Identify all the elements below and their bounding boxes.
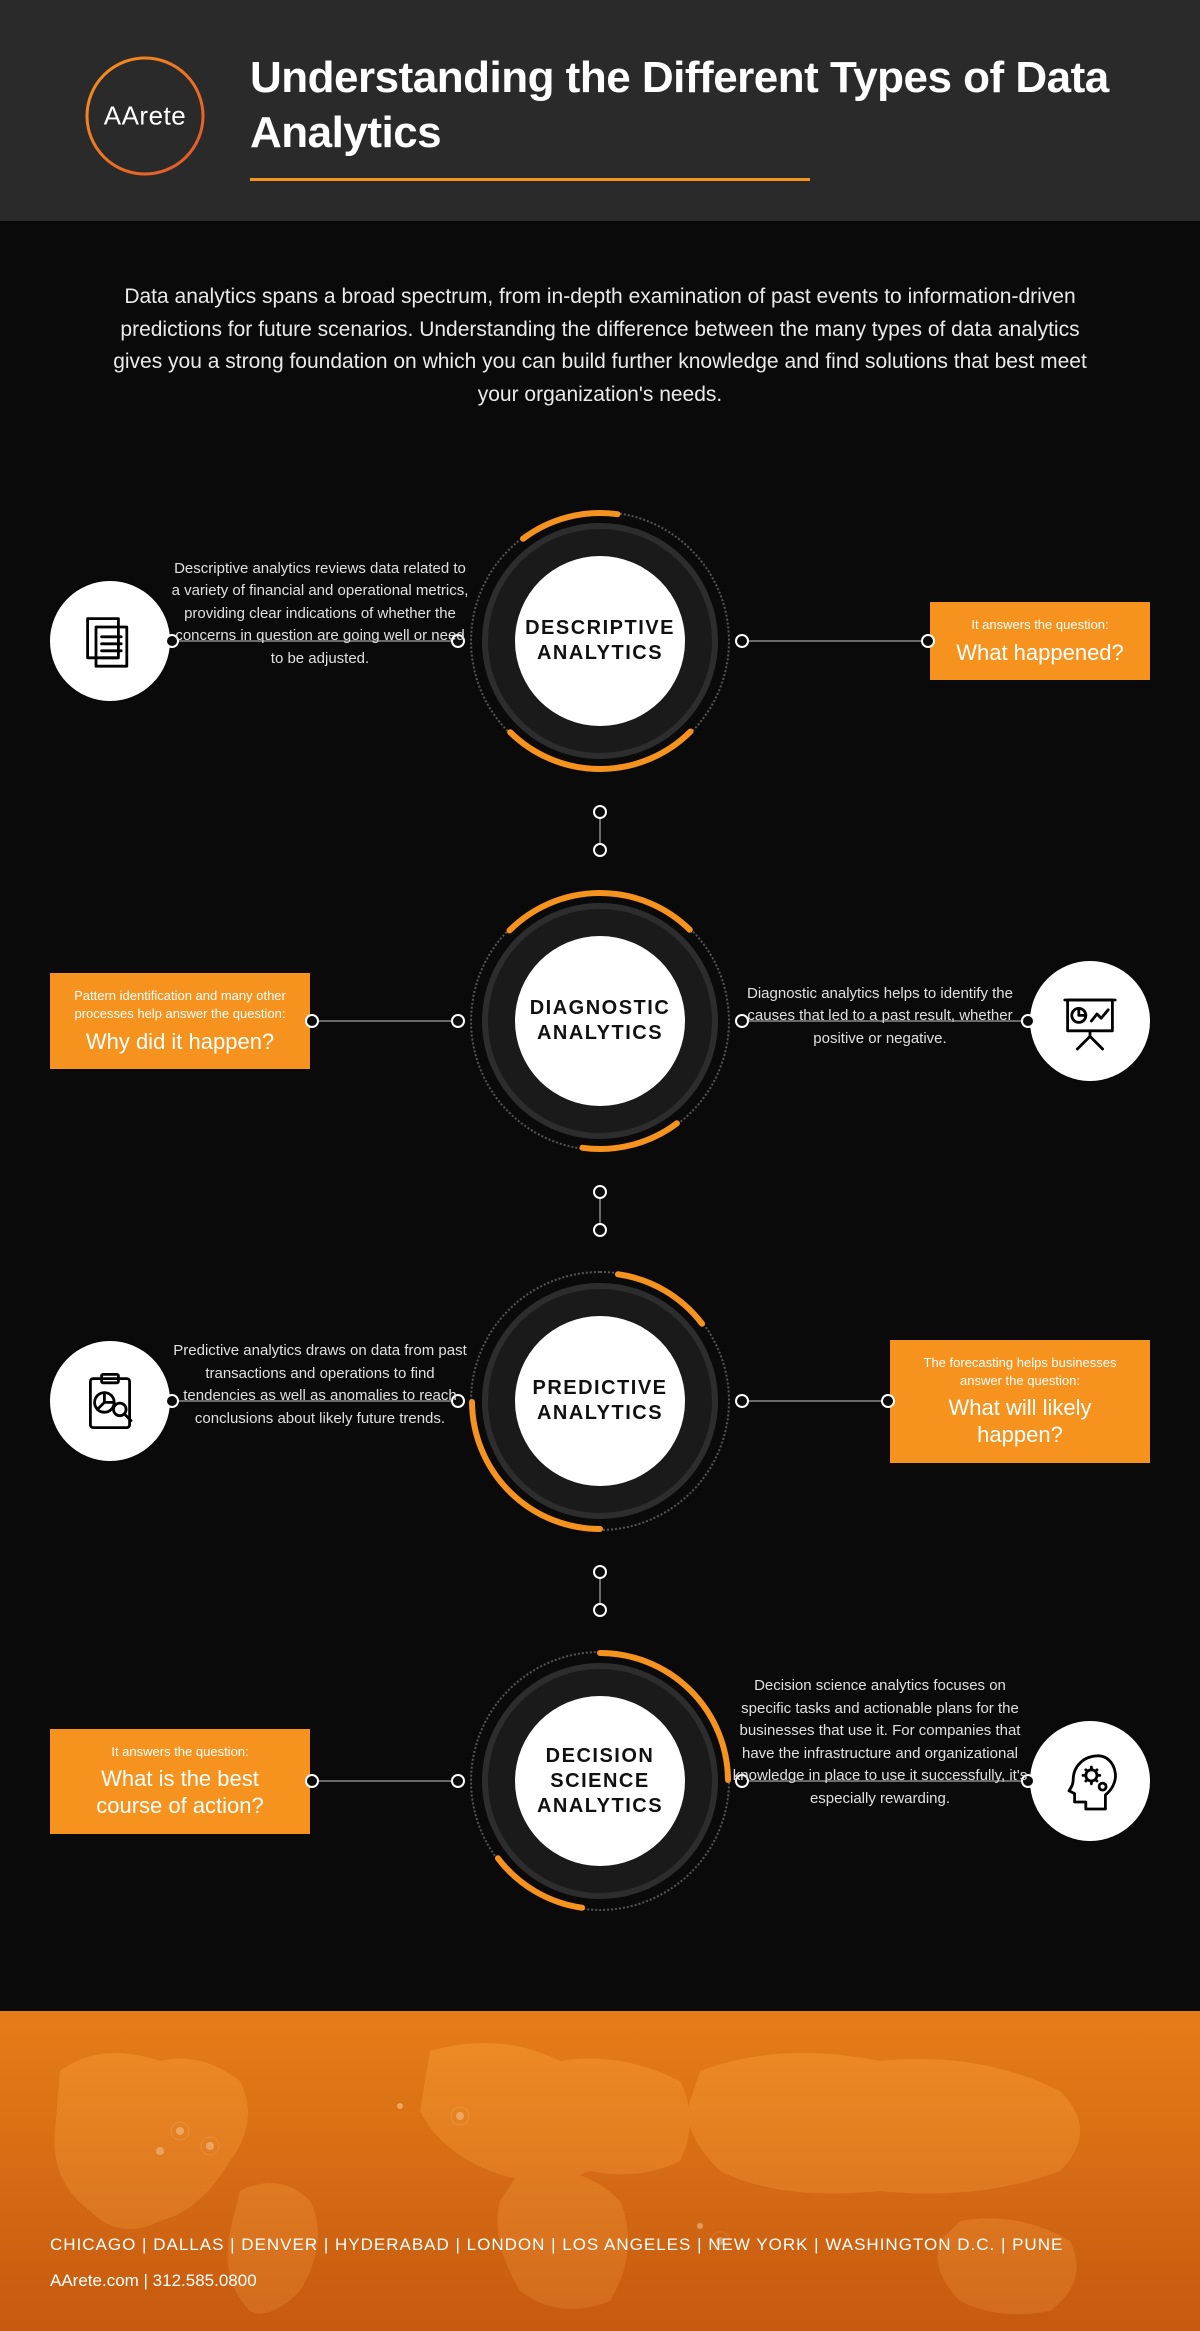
flow-diagram: Descriptive analytics reviews data relat… — [0, 451, 1200, 2011]
row-predictive: Predictive analytics draws on data from … — [0, 1231, 1200, 1571]
question-lead-predictive: The forecasting helps businesses answer … — [910, 1354, 1130, 1390]
footer-cities: CHICAGO | DALLAS | DENVER | HYDERABAD | … — [50, 2235, 1150, 2255]
logo-text: AArete — [104, 100, 187, 131]
node-label-decision: DECISION SCIENCE ANALYTICS — [515, 1696, 685, 1866]
left-side-descriptive: Descriptive analytics reviews data relat… — [50, 581, 460, 701]
question-lead-diagnostic: Pattern identification and many other pr… — [70, 987, 290, 1023]
center-node-descriptive: DESCRIPTIVE ANALYTICS — [460, 501, 740, 781]
connector-line — [740, 640, 930, 642]
right-side-diagnostic: Diagnostic analytics helps to identify t… — [740, 961, 1150, 1081]
page-title: Understanding the Different Types of Dat… — [250, 50, 1120, 160]
footer: CHICAGO | DALLAS | DENVER | HYDERABAD | … — [0, 2011, 1200, 2331]
center-node-diagnostic: DIAGNOSTIC ANALYTICS — [460, 881, 740, 1161]
title-block: Understanding the Different Types of Dat… — [250, 50, 1120, 181]
question-box-decision: It answers the question: What is the bes… — [50, 1729, 310, 1834]
question-main-descriptive: What happened? — [950, 639, 1130, 667]
row-diagnostic: Pattern identification and many other pr… — [0, 851, 1200, 1191]
node-label-predictive: PREDICTIVE ANALYTICS — [515, 1316, 685, 1486]
logo: AArete — [80, 51, 210, 181]
desc-diagnostic: Diagnostic analytics helps to identify t… — [730, 983, 1030, 1051]
question-lead-decision: It answers the question: — [70, 1743, 290, 1761]
left-side-predictive: Predictive analytics draws on data from … — [50, 1341, 460, 1461]
center-node-predictive: PREDICTIVE ANALYTICS — [460, 1261, 740, 1541]
question-box-descriptive: It answers the question: What happened? — [930, 602, 1150, 680]
question-box-diagnostic: Pattern identification and many other pr… — [50, 973, 310, 1069]
right-side-descriptive: It answers the question: What happened? — [740, 602, 1150, 680]
desc-predictive: Predictive analytics draws on data from … — [170, 1340, 470, 1430]
desc-decision: Decision science analytics focuses on sp… — [730, 1675, 1030, 1810]
question-lead-descriptive: It answers the question: — [950, 616, 1130, 634]
center-node-decision: DECISION SCIENCE ANALYTICS — [460, 1641, 740, 1921]
right-side-predictive: The forecasting helps businesses answer … — [740, 1340, 1150, 1463]
documents-icon — [50, 581, 170, 701]
intro-paragraph: Data analytics spans a broad spectrum, f… — [0, 221, 1200, 451]
vertical-connector — [599, 1191, 601, 1231]
header: AArete Understanding the Different Types… — [0, 0, 1200, 221]
connector-line — [740, 1400, 890, 1402]
title-underline — [250, 178, 810, 181]
question-main-diagnostic: Why did it happen? — [70, 1028, 290, 1056]
left-side-diagnostic: Pattern identification and many other pr… — [50, 973, 460, 1069]
head-gears-icon — [1030, 1721, 1150, 1841]
clipboard-chart-icon — [50, 1341, 170, 1461]
row-decision: It answers the question: What is the bes… — [0, 1611, 1200, 1951]
connector-line — [310, 1780, 460, 1782]
left-side-decision: It answers the question: What is the bes… — [50, 1729, 460, 1834]
question-main-decision: What is the best course of action? — [70, 1765, 290, 1820]
footer-contact: AArete.com | 312.585.0800 — [50, 2271, 1150, 2291]
right-side-decision: Decision science analytics focuses on sp… — [740, 1721, 1150, 1841]
vertical-connector — [599, 1571, 601, 1611]
node-label-diagnostic: DIAGNOSTIC ANALYTICS — [515, 936, 685, 1106]
question-main-predictive: What will likely happen? — [910, 1394, 1130, 1449]
node-label-descriptive: DESCRIPTIVE ANALYTICS — [515, 556, 685, 726]
row-descriptive: Descriptive analytics reviews data relat… — [0, 471, 1200, 811]
presentation-icon — [1030, 961, 1150, 1081]
question-box-predictive: The forecasting helps businesses answer … — [890, 1340, 1150, 1463]
footer-content: CHICAGO | DALLAS | DENVER | HYDERABAD | … — [50, 2235, 1150, 2291]
